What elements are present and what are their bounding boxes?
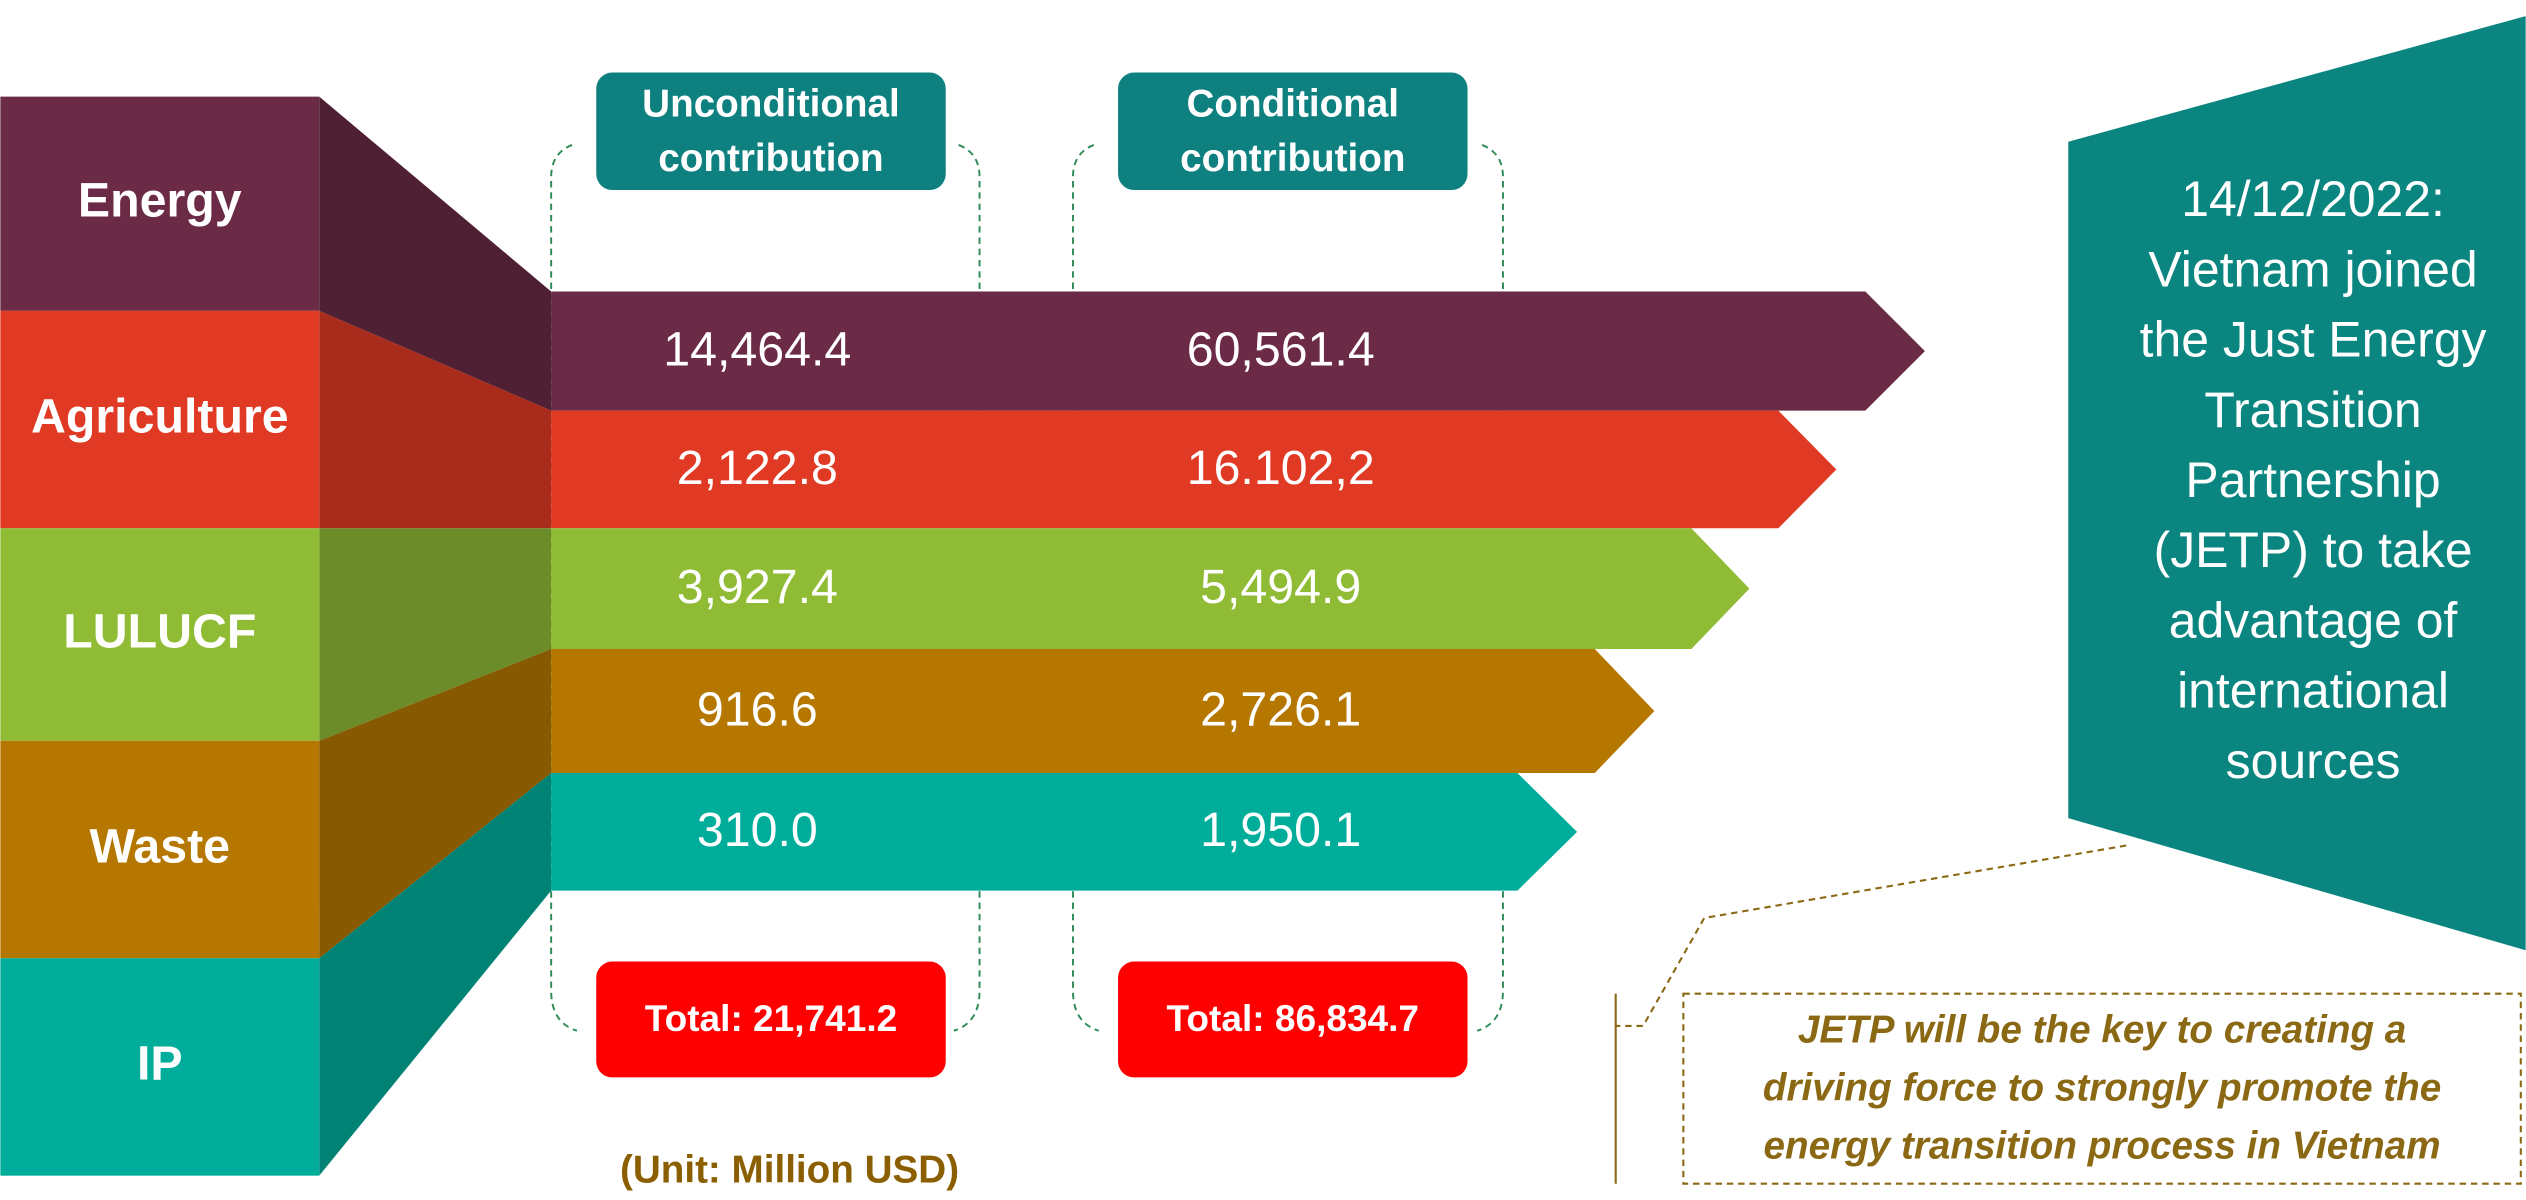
side-face — [319, 310, 552, 529]
side-note-line: the Just Energy — [2140, 312, 2487, 368]
unconditional-value: 3,927.4 — [677, 560, 838, 614]
header-text: contribution — [1180, 137, 1405, 180]
sector-block — [0, 96, 320, 311]
sector-label: Energy — [78, 173, 242, 227]
sector-block — [0, 958, 320, 1176]
quote-box — [1682, 992, 2522, 1185]
side-face — [319, 649, 552, 959]
side-face — [319, 96, 552, 411]
unconditional-value: 310.0 — [697, 803, 818, 857]
leader-line — [1615, 844, 2127, 1027]
sector-label: Agriculture — [31, 389, 289, 443]
bracket — [1071, 144, 1100, 1032]
unconditional-value: 916.6 — [697, 682, 818, 736]
side-note-line: Partnership — [2185, 452, 2440, 508]
sector-block — [0, 528, 320, 741]
quote-line: JETP will be the key to creating a — [1798, 1009, 2406, 1052]
side-note-line: (JETP) to take — [2154, 522, 2473, 578]
conditional-value: 2,726.1 — [1200, 682, 1361, 736]
side-panel — [2068, 16, 2526, 951]
unconditional-value: 2,122.8 — [677, 441, 838, 495]
conditional-value: 16.102,2 — [1187, 441, 1375, 495]
side-note-line: Vietnam joined — [2148, 241, 2477, 297]
arrow-band — [551, 528, 1750, 650]
side-note-line: Transition — [2204, 382, 2421, 438]
total-text: Total: 21,741.2 — [645, 997, 897, 1039]
bracket — [1476, 144, 1504, 1032]
arrow-band — [551, 649, 1655, 774]
side-face — [319, 528, 552, 741]
quote-line: driving force to strongly promote the — [1763, 1067, 2441, 1110]
sector-label: LULUCF — [63, 604, 256, 658]
arrow-band — [551, 773, 1578, 891]
conditional-value: 60,561.4 — [1187, 322, 1375, 376]
total-box — [1118, 961, 1468, 1078]
arrow-band — [551, 410, 1837, 529]
side-note-line: sources — [2226, 733, 2401, 789]
header-box — [596, 72, 946, 191]
unconditional-value: 14,464.4 — [663, 322, 851, 376]
conditional-value: 5,494.9 — [1200, 560, 1361, 614]
header-text: contribution — [658, 137, 883, 180]
sector-block — [0, 740, 320, 959]
header-box — [1118, 72, 1468, 191]
side-note-line: 14/12/2022: — [2181, 171, 2445, 227]
unit-label: (Unit: Million USD) — [620, 1149, 959, 1192]
side-face — [319, 773, 552, 1176]
total-text: Total: 86,834.7 — [1167, 997, 1419, 1039]
header-text: Conditional — [1187, 82, 1400, 125]
bracket — [953, 144, 981, 1032]
sector-label: Waste — [90, 819, 230, 873]
total-box — [596, 961, 946, 1078]
quote-line: energy transition process in Vietnam — [1764, 1124, 2441, 1167]
sector-block — [0, 310, 320, 529]
sector-label: IP — [137, 1037, 183, 1091]
arrow-band — [551, 291, 1925, 411]
side-note-line: advantage of — [2169, 592, 2458, 648]
conditional-value: 1,950.1 — [1200, 803, 1361, 857]
header-text: Unconditional — [642, 82, 900, 125]
side-note-line: international — [2177, 663, 2449, 719]
bracket — [550, 144, 578, 1032]
